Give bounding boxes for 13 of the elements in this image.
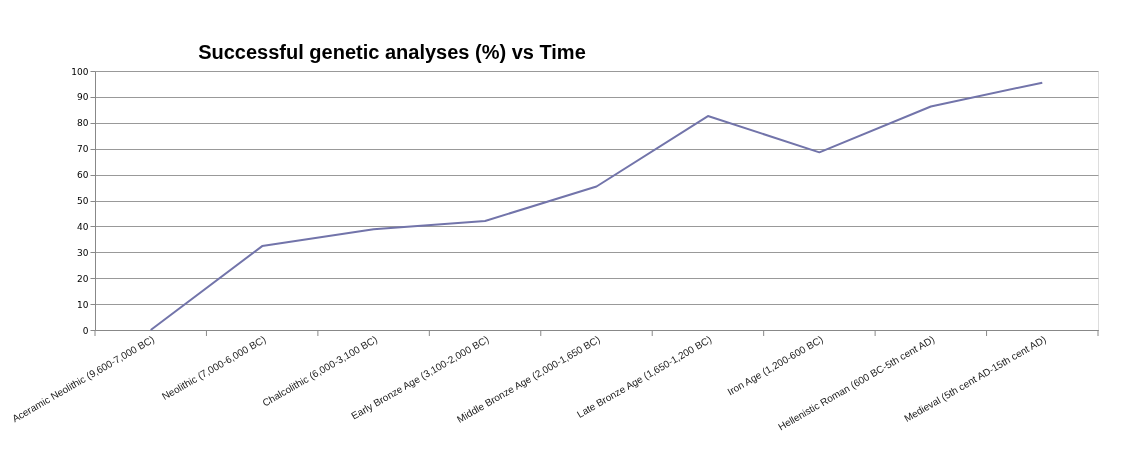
y-tick-label: 100 [71, 66, 89, 77]
chart-title: Successful genetic analyses (%) vs Time [198, 41, 586, 63]
y-tick-label: 80 [77, 118, 89, 129]
y-tick-label: 0 [82, 325, 89, 336]
y-tick-label: 30 [77, 247, 89, 258]
y-tick-label: 60 [77, 170, 89, 181]
y-tick-label: 90 [77, 92, 89, 103]
y-tick-label: 50 [77, 196, 89, 206]
line-series [149, 81, 1044, 331]
y-tick-label: 70 [77, 144, 89, 155]
y-tick-label: 10 [77, 299, 89, 310]
y-tick-label: 20 [77, 273, 89, 284]
y-tick-label: 40 [77, 221, 89, 232]
